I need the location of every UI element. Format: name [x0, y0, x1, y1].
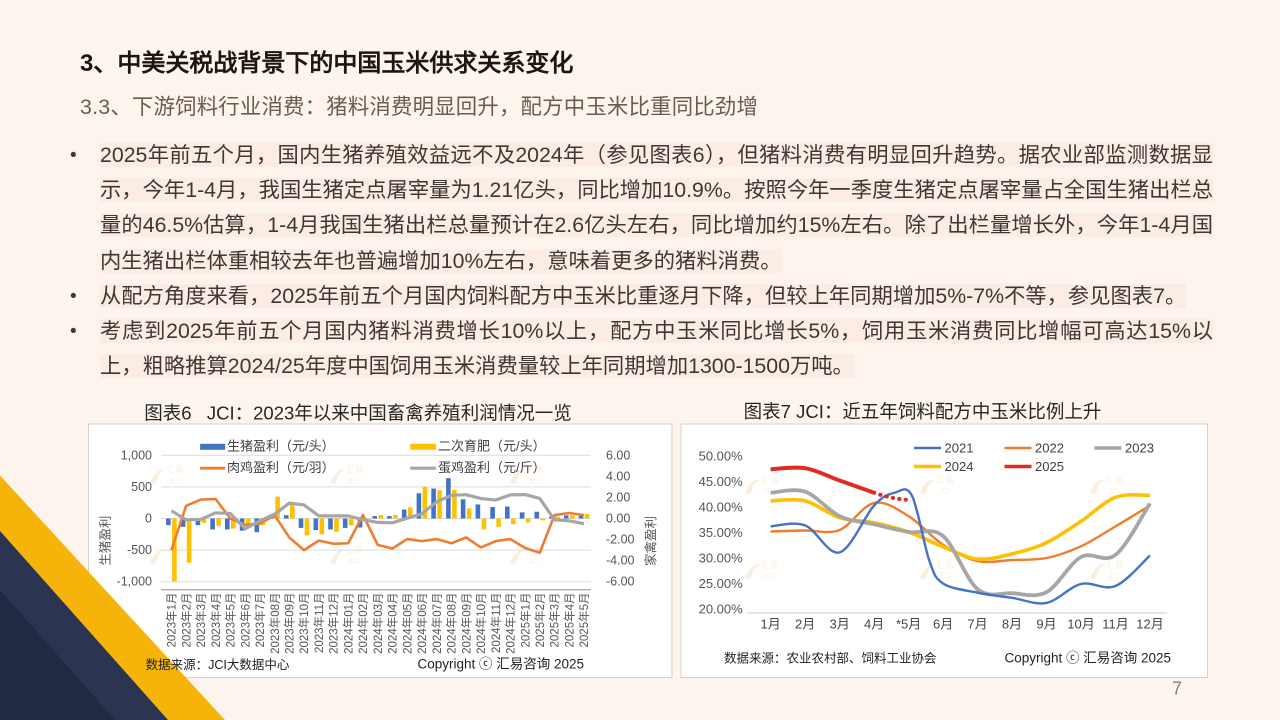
- svg-text:2024年05月: 2024年05月: [400, 593, 414, 654]
- svg-text:二次育肥（元/头）: 二次育肥（元/头）: [438, 439, 546, 454]
- svg-text:.JCI: .JCI: [346, 557, 360, 566]
- svg-text:2024年12月: 2024年12月: [504, 593, 518, 654]
- svg-text:汇易: 汇易: [761, 475, 779, 485]
- svg-text:2024: 2024: [945, 459, 974, 474]
- svg-text:Copyright ⓒ 汇易咨询 2025: Copyright ⓒ 汇易咨询 2025: [1005, 651, 1172, 666]
- svg-text:7月: 7月: [967, 617, 987, 632]
- svg-text:图表6 JCI：2023年以来中国畜禽养殖利润情况一览: 图表6 JCI：2023年以来中国畜禽养殖利润情况一览: [144, 403, 572, 424]
- svg-text:6月: 6月: [933, 617, 953, 632]
- svg-text:2023: 2023: [1125, 441, 1154, 456]
- svg-text:2024年08月: 2024年08月: [445, 593, 459, 654]
- svg-text:3月: 3月: [829, 617, 849, 632]
- svg-text:生猪盈利（元/头）: 生猪盈利（元/头）: [227, 439, 335, 454]
- svg-text:2023年12月: 2023年12月: [327, 593, 341, 654]
- svg-text:2025年4月: 2025年4月: [563, 593, 577, 648]
- svg-text:40.00%: 40.00%: [699, 500, 744, 515]
- svg-text:35.00%: 35.00%: [699, 525, 744, 540]
- svg-text:.JCI: .JCI: [936, 487, 950, 496]
- svg-text:30.00%: 30.00%: [699, 551, 744, 566]
- svg-text:2023年1月: 2023年1月: [165, 593, 179, 648]
- svg-text:.JCI: .JCI: [936, 572, 950, 581]
- svg-text:汇易: 汇易: [346, 465, 364, 475]
- svg-text:0: 0: [145, 512, 152, 526]
- svg-text:数据来源：农业农村部、饲料工业协会: 数据来源：农业农村部、饲料工业协会: [724, 651, 937, 666]
- svg-text:2022: 2022: [1035, 441, 1064, 456]
- svg-text:2023年09月: 2023年09月: [283, 593, 297, 654]
- svg-text:汇易: 汇易: [761, 560, 779, 570]
- svg-text:2024年11月: 2024年11月: [489, 593, 503, 654]
- svg-text:1,000: 1,000: [121, 448, 152, 462]
- svg-text:-6.00: -6.00: [606, 575, 635, 589]
- svg-text:-500: -500: [127, 543, 152, 557]
- svg-text:20.00%: 20.00%: [699, 602, 744, 617]
- svg-text:25.00%: 25.00%: [699, 576, 744, 591]
- svg-text:.JCI: .JCI: [761, 487, 775, 496]
- svg-text:2021: 2021: [945, 441, 974, 456]
- svg-text:2024年03月: 2024年03月: [371, 593, 385, 654]
- svg-text:2024年02月: 2024年02月: [356, 593, 370, 654]
- svg-text:2023年2月: 2023年2月: [179, 593, 193, 648]
- svg-text:2024年07月: 2024年07月: [430, 593, 444, 654]
- svg-text:.JCI: .JCI: [761, 572, 775, 581]
- svg-text:汇易: 汇易: [526, 465, 544, 475]
- svg-text:2024年10月: 2024年10月: [474, 593, 488, 654]
- svg-text:4月: 4月: [864, 617, 884, 632]
- svg-text:500: 500: [131, 480, 152, 494]
- svg-text:2025年3月: 2025年3月: [548, 593, 562, 648]
- svg-text:2023年10月: 2023年10月: [297, 593, 311, 654]
- svg-text:2023年7月: 2023年7月: [253, 593, 267, 648]
- svg-text:2024年06月: 2024年06月: [415, 593, 429, 654]
- svg-text:6.00: 6.00: [606, 448, 630, 462]
- svg-text:2023年5月: 2023年5月: [224, 593, 238, 648]
- svg-text:汇易: 汇易: [936, 475, 954, 485]
- svg-text:.JCI: .JCI: [526, 477, 540, 486]
- svg-text:数据来源：JCI大数据中心: 数据来源：JCI大数据中心: [146, 657, 290, 672]
- svg-text:图表7 JCI：近五年饲料配方中玉米比例上升: 图表7 JCI：近五年饲料配方中玉米比例上升: [744, 401, 1102, 422]
- svg-text:9月: 9月: [1036, 617, 1056, 632]
- svg-text:2025: 2025: [1035, 459, 1064, 474]
- svg-text:11月: 11月: [1102, 617, 1129, 632]
- svg-text:-4.00: -4.00: [606, 554, 635, 568]
- svg-text:.JCI: .JCI: [1106, 572, 1120, 581]
- svg-text:2025年5月: 2025年5月: [577, 593, 591, 648]
- svg-text:.JCI: .JCI: [346, 477, 360, 486]
- svg-text:7: 7: [1172, 679, 1182, 699]
- svg-text:2024年04月: 2024年04月: [386, 593, 400, 654]
- svg-text:生猪盈利: 生猪盈利: [99, 516, 113, 566]
- svg-text:2023年11月: 2023年11月: [312, 593, 326, 654]
- svg-text:2.00: 2.00: [606, 490, 630, 504]
- svg-text:肉鸡盈利（元/羽）: 肉鸡盈利（元/羽）: [227, 460, 335, 475]
- svg-text:2月: 2月: [795, 617, 815, 632]
- svg-text:2024年01月: 2024年01月: [341, 593, 355, 654]
- svg-text:10月: 10月: [1067, 617, 1094, 632]
- svg-text:*5月: *5月: [896, 617, 921, 632]
- svg-text:2023年08月: 2023年08月: [268, 593, 282, 654]
- svg-text:汇易: 汇易: [166, 465, 184, 475]
- svg-text:2023年4月: 2023年4月: [209, 593, 223, 648]
- svg-text:0.00: 0.00: [606, 512, 630, 526]
- svg-text:2025年2月: 2025年2月: [533, 593, 547, 648]
- svg-text:蛋鸡盈利（元/斤）: 蛋鸡盈利（元/斤）: [438, 460, 546, 475]
- svg-text:2024年09月: 2024年09月: [459, 593, 473, 654]
- svg-text:.JCI: .JCI: [166, 477, 180, 486]
- svg-text:Copyright ⓒ 汇易咨询 2025: Copyright ⓒ 汇易咨询 2025: [418, 657, 585, 672]
- svg-text:汇易: 汇易: [1106, 475, 1124, 485]
- svg-text:2023年6月: 2023年6月: [238, 593, 252, 648]
- svg-text:.JCI: .JCI: [526, 557, 540, 566]
- svg-text:4.00: 4.00: [606, 469, 630, 483]
- svg-text:50.00%: 50.00%: [699, 449, 744, 464]
- svg-text:汇易: 汇易: [936, 560, 954, 570]
- svg-text:-1,000: -1,000: [117, 575, 152, 589]
- svg-text:汇易: 汇易: [1106, 560, 1124, 570]
- svg-text:-2.00: -2.00: [606, 533, 635, 547]
- svg-text:1月: 1月: [760, 617, 780, 632]
- svg-text:8月: 8月: [1002, 617, 1022, 632]
- svg-text:2025年1月: 2025年1月: [518, 593, 532, 648]
- svg-text:12月: 12月: [1136, 617, 1163, 632]
- svg-text:45.00%: 45.00%: [699, 474, 744, 489]
- svg-text:.JCI: .JCI: [1106, 487, 1120, 496]
- svg-text:2023年3月: 2023年3月: [194, 593, 208, 648]
- svg-text:家禽盈利: 家禽盈利: [643, 516, 658, 566]
